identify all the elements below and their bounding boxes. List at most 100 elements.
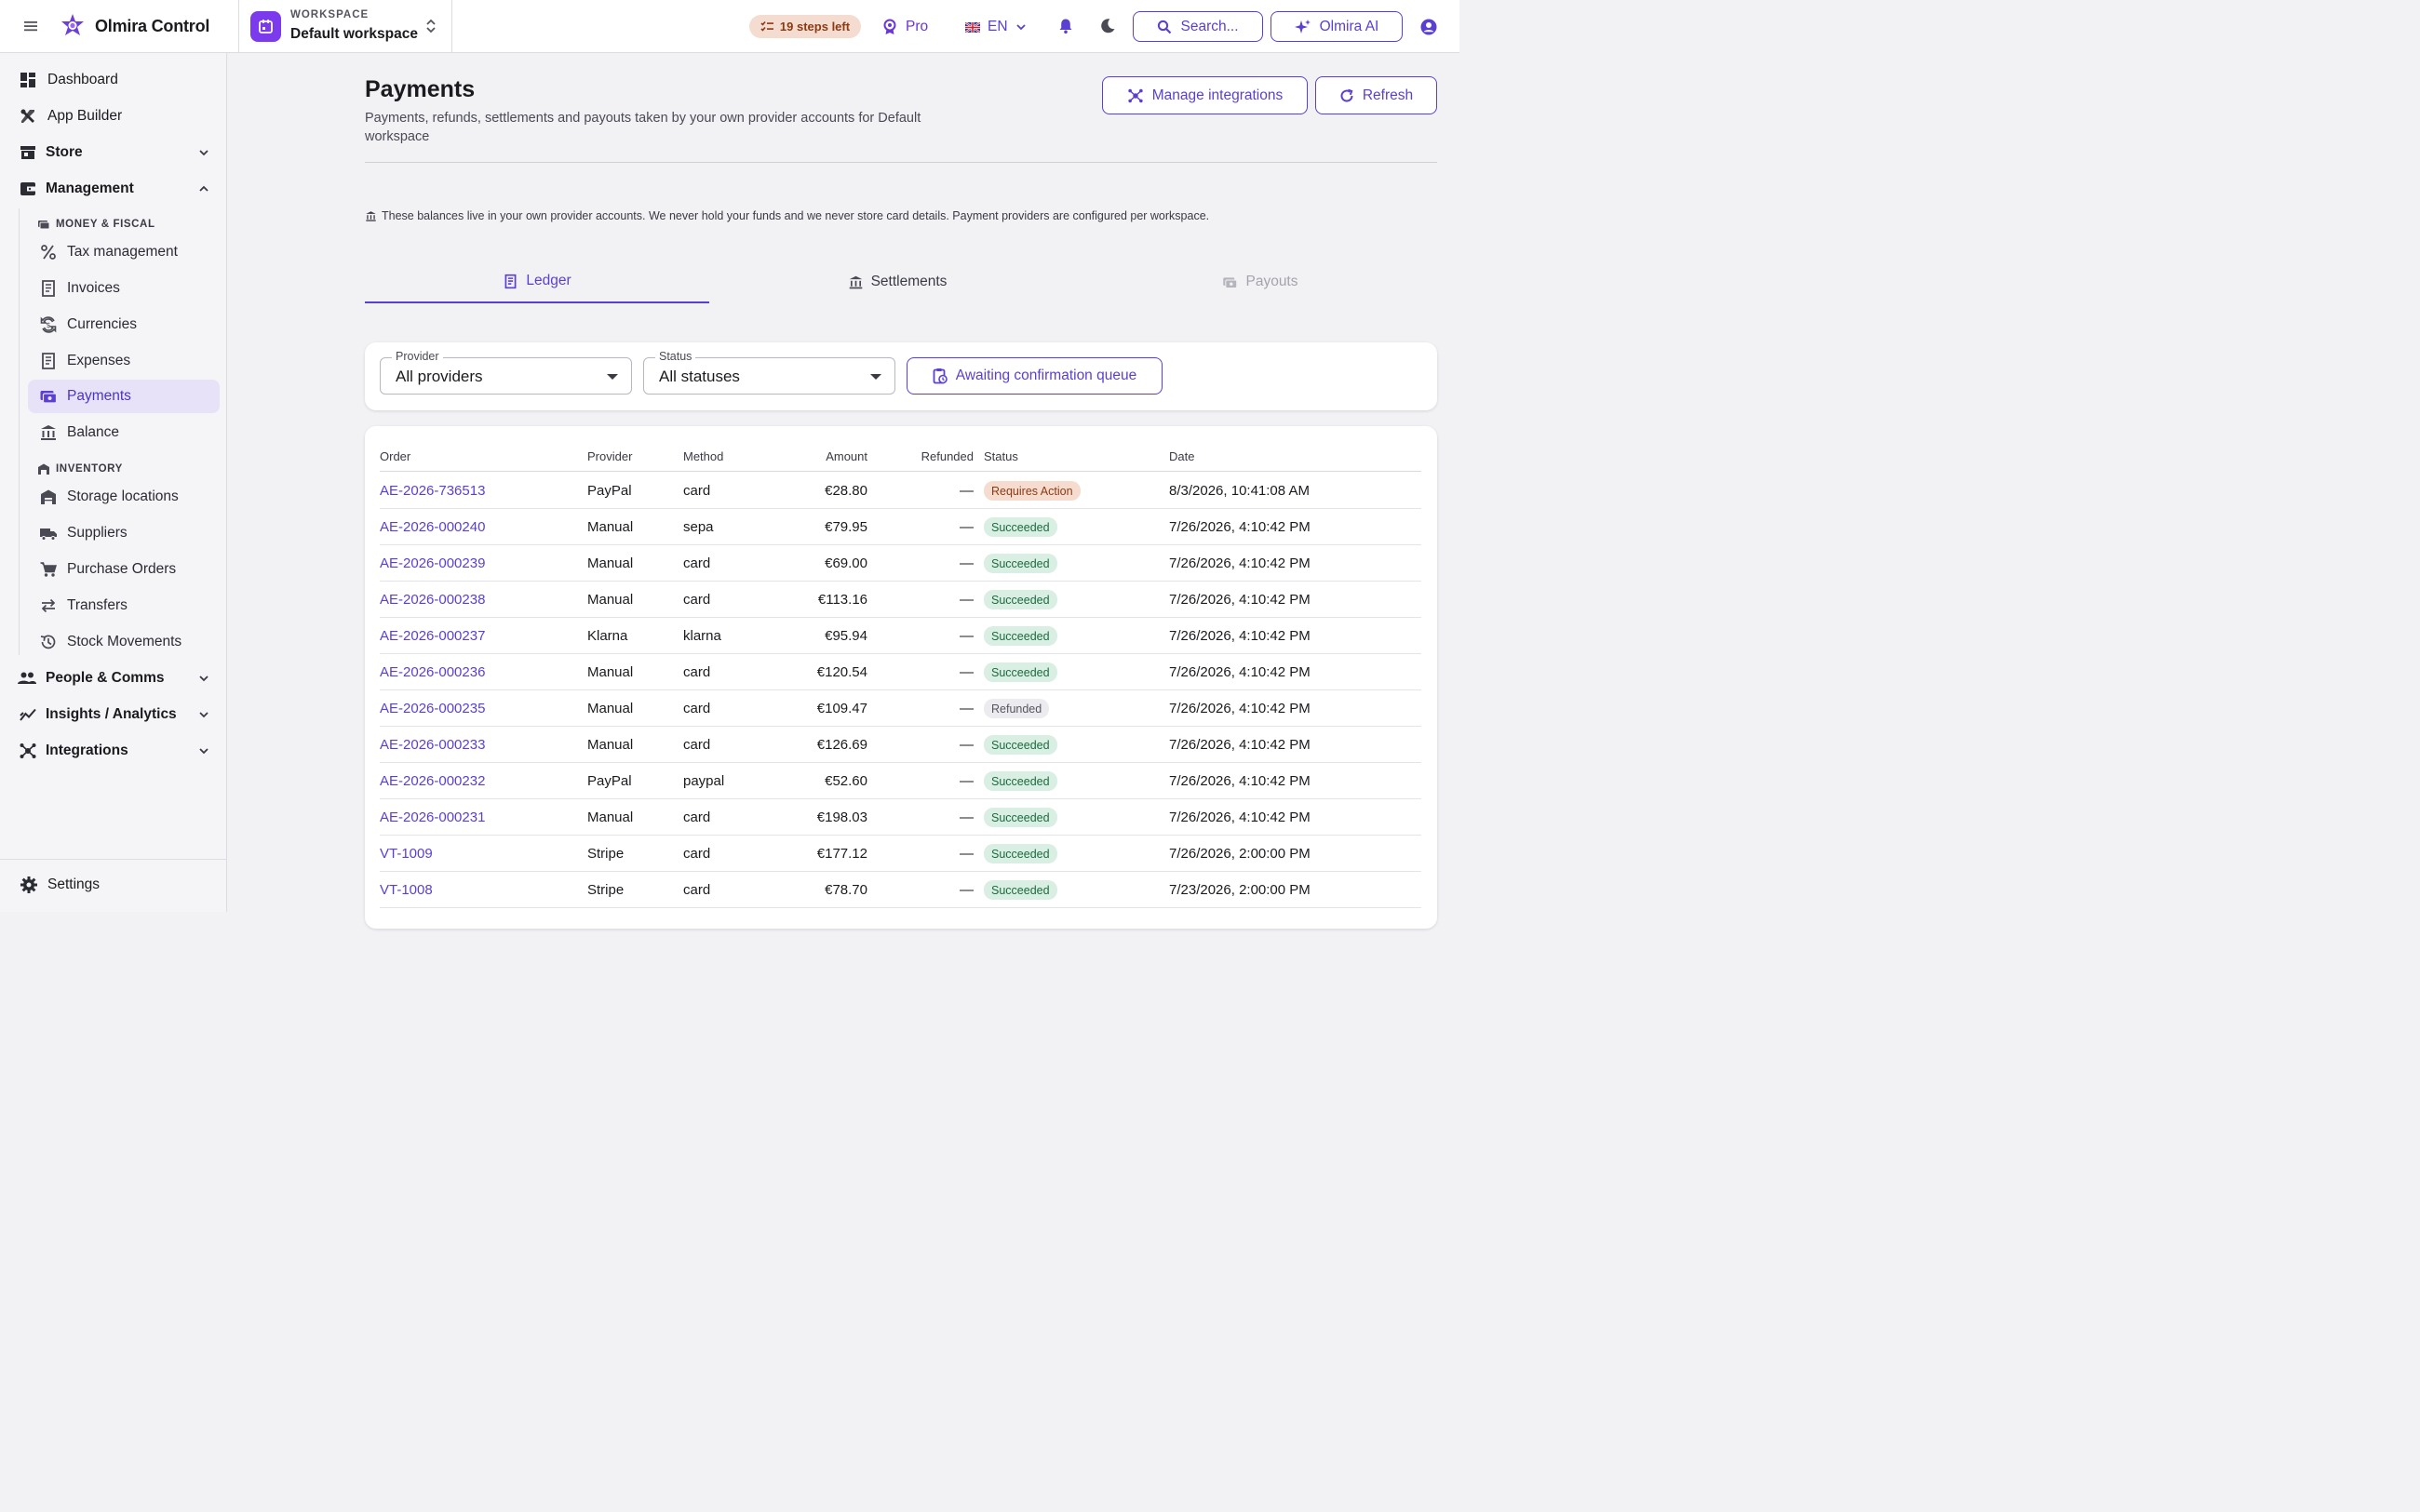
refresh-label: Refresh (1362, 87, 1414, 103)
status-badge: Succeeded (984, 771, 1057, 791)
receipt-icon (504, 274, 517, 288)
sidebar-item-stock-movements[interactable]: Stock Movements (28, 625, 220, 659)
sidebar-item-integrations[interactable]: Integrations (0, 734, 227, 768)
order-link[interactable]: AE-2026-000239 (380, 555, 486, 571)
chevron-down-icon (199, 712, 208, 718)
sidebar-item-currencies[interactable]: $ Currencies (28, 308, 220, 341)
table-row[interactable]: AE-2026-000232 PayPal paypal €52.60 — 7/26/20… (380, 763, 1421, 799)
sidebar-item-payments[interactable]: Payments (28, 380, 220, 413)
table-row[interactable]: AE-2026-000239 Manual card €69.00 — 7/26/2026… (380, 545, 1421, 582)
table-row[interactable]: AE-2026-000238 Manual card €113.16 — 7/26/202… (380, 582, 1421, 618)
refunded-cell: — (960, 737, 974, 753)
status-badge: Succeeded (984, 808, 1057, 827)
method-cell: card (683, 846, 711, 862)
column-header-order[interactable]: Order (380, 449, 411, 463)
tab-ledger[interactable]: Ledger (365, 261, 709, 303)
provider-select[interactable]: Provider All providers (380, 350, 632, 395)
sidebar-item-purchase-orders[interactable]: Purchase Orders (28, 553, 220, 586)
provider-cell: Manual (587, 810, 634, 825)
status-badge: Succeeded (984, 554, 1057, 573)
search-button-label: Search... (1180, 18, 1239, 34)
order-link[interactable]: AE-2026-000233 (380, 737, 486, 753)
plan-badge[interactable]: Pro (882, 17, 928, 37)
workspace-switcher[interactable]: Default workspace (290, 26, 418, 42)
sidebar-item-invoices[interactable]: Invoices (28, 272, 220, 305)
column-header-status[interactable]: Status (984, 449, 1018, 463)
dark-mode-icon[interactable] (1098, 17, 1117, 35)
refresh-button[interactable]: Refresh (1315, 76, 1437, 114)
order-link[interactable]: AE-2026-000236 (380, 664, 486, 680)
sidebar-item-expenses[interactable]: Expenses (28, 344, 220, 378)
refunded-cell: — (960, 555, 974, 571)
table-row[interactable]: AE-2026-000235 Manual card €109.47 — 7/26/202… (380, 690, 1421, 727)
truck-icon (40, 529, 57, 541)
hub-icon (20, 743, 36, 758)
search-button[interactable]: Search... (1133, 11, 1263, 42)
sidebar-item-transfers[interactable]: Transfers (28, 589, 220, 622)
chevron-down-icon (199, 676, 208, 682)
sidebar-item-tax-management[interactable]: Tax management (28, 235, 220, 269)
dashboard-icon (20, 73, 35, 87)
order-link[interactable]: AE-2026-000232 (380, 773, 486, 789)
wallet-icon (20, 182, 35, 195)
menu-icon[interactable] (20, 17, 41, 35)
sparkle-icon (1294, 19, 1311, 33)
table-row[interactable]: AE-2026-000236 Manual card €120.54 — 7/26/202… (380, 654, 1421, 690)
sidebar-item-insights-analytics[interactable]: Insights / Analytics (0, 698, 227, 731)
sidebar-item-dashboard[interactable]: Dashboard (0, 63, 227, 97)
sidebar-item-label: Balance (67, 424, 120, 440)
order-link[interactable]: AE-2026-000231 (380, 810, 486, 825)
notifications-bell-icon[interactable] (1056, 17, 1075, 35)
awaiting-confirmation-button[interactable]: Awaiting confirmation queue (907, 357, 1163, 395)
order-link[interactable]: AE-2026-736513 (380, 483, 486, 499)
table-row[interactable]: AE-2026-736513 PayPal card €28.80 — 8/3/2026,… (380, 473, 1421, 509)
account-icon[interactable] (1419, 18, 1438, 36)
sidebar-item-settings[interactable]: Settings (0, 867, 227, 901)
sidebar-item-management[interactable]: Management (0, 172, 227, 206)
status-badge: Requires Action (984, 481, 1081, 501)
amount-cell: €79.95 (825, 519, 867, 535)
sidebar-item-storage-locations[interactable]: Storage locations (28, 480, 220, 514)
table-row[interactable]: VT-1008 Stripe card €78.70 — 7/23/2026, 2:00:… (380, 872, 1421, 908)
onboarding-steps-badge[interactable]: 19 steps left (749, 15, 861, 38)
column-header-provider[interactable]: Provider (587, 449, 633, 463)
order-link[interactable]: AE-2026-000235 (380, 701, 486, 716)
unfold-icon[interactable] (424, 17, 437, 35)
table-row[interactable]: AE-2026-000233 Manual card €126.69 — 7/26/202… (380, 727, 1421, 763)
status-select[interactable]: Status All statuses (643, 350, 895, 395)
sidebar-item-balance[interactable]: Balance (28, 416, 220, 449)
order-link[interactable]: AE-2026-000240 (380, 519, 486, 535)
table-row[interactable]: AE-2026-000240 Manual sepa €79.95 — 7/26/2026… (380, 509, 1421, 545)
sidebar-item-store[interactable]: Store (0, 136, 227, 169)
order-link[interactable]: AE-2026-000237 (380, 628, 486, 644)
table-header: Order Provider Method Amount Refunded St… (380, 441, 1421, 472)
order-link[interactable]: AE-2026-000238 (380, 592, 486, 608)
receipt-icon (42, 280, 55, 297)
language-select[interactable]: EN (965, 17, 1027, 37)
sidebar-item-suppliers[interactable]: Suppliers (28, 516, 220, 550)
column-header-method[interactable]: Method (683, 449, 724, 463)
column-header-date[interactable]: Date (1169, 449, 1195, 463)
method-cell: card (683, 737, 711, 753)
column-header-amount[interactable]: Amount (826, 449, 867, 463)
order-link[interactable]: VT-1008 (380, 882, 433, 898)
app-brand: Olmira Control (95, 17, 210, 35)
order-link[interactable]: VT-1009 (380, 846, 433, 862)
sidebar-item-label: Store (46, 144, 83, 160)
swap-icon (41, 598, 56, 613)
top-bar: Olmira Control WORKSPACE Default workspa… (0, 0, 1459, 53)
table-row[interactable]: VT-1009 Stripe card €177.12 — 7/26/2026, 2:00… (380, 836, 1421, 872)
ai-assistant-button[interactable]: Olmira AI (1270, 11, 1403, 42)
table-row[interactable]: AE-2026-000231 Manual card €198.03 — 7/26/202… (380, 799, 1421, 836)
date-cell: 7/26/2026, 4:10:42 PM (1169, 519, 1311, 535)
table-row[interactable]: AE-2026-000237 Klarna klarna €95.94 — 7/26/20… (380, 618, 1421, 654)
sidebar-item-app-builder[interactable]: App Builder (0, 100, 227, 133)
status-badge: Succeeded (984, 590, 1057, 609)
workspace-icon[interactable] (250, 11, 281, 42)
checklist-icon (760, 20, 773, 32)
sidebar-item-people-comms[interactable]: People & Comms (0, 662, 227, 695)
tab-settlements[interactable]: Settlements (725, 261, 1069, 303)
column-header-refunded[interactable]: Refunded (921, 449, 974, 463)
manage-integrations-button[interactable]: Manage integrations (1102, 76, 1308, 114)
tab-label: Ledger (526, 273, 571, 288)
